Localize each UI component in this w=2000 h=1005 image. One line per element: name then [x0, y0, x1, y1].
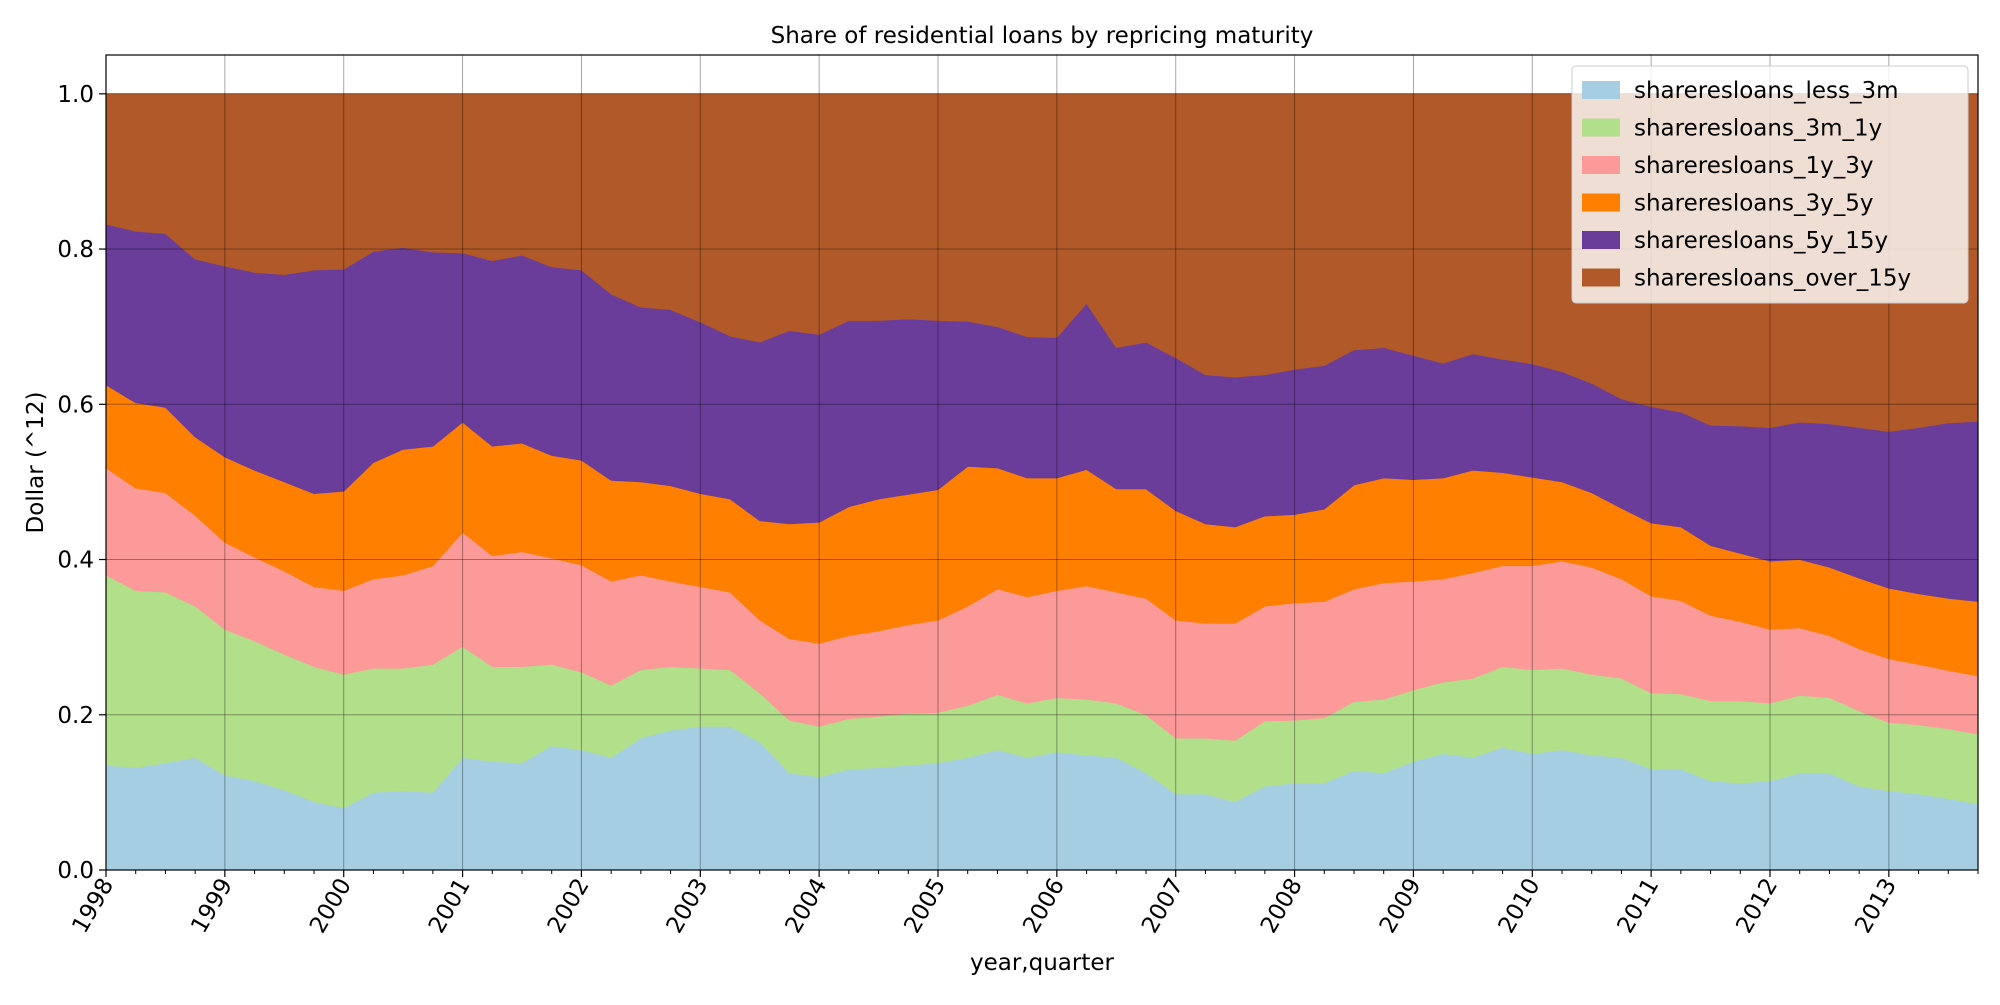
x-tick-label: 2006	[1018, 874, 1070, 938]
legend-swatch	[1582, 81, 1620, 99]
x-tick-label: 2007	[1137, 874, 1189, 938]
legend: shareresloans_less_3m shareresloans_3m_1y…	[1571, 65, 1969, 304]
chart-title: Share of residential loans by repricing …	[771, 23, 1314, 49]
y-tick-label: 0.4	[57, 548, 94, 574]
x-tick-label: 2009	[1375, 874, 1427, 938]
x-tick-label: 2013	[1850, 874, 1902, 938]
legend-label: shareresloans_over_15y	[1634, 266, 1911, 292]
x-tick-label: 2011	[1613, 874, 1665, 938]
legend-label: shareresloans_3m_1y	[1634, 116, 1882, 142]
legend-label: shareresloans_1y_3y	[1634, 153, 1873, 179]
legend-swatch	[1582, 156, 1620, 174]
legend-swatch	[1582, 118, 1620, 137]
legend-swatch	[1582, 193, 1620, 212]
x-tick-label: 2008	[1256, 874, 1308, 938]
x-axis-label: year,quarter	[970, 950, 1115, 976]
x-tick-label: 2005	[899, 874, 951, 938]
legend-label: shareresloans_5y_15y	[1634, 228, 1888, 254]
y-tick-label: 1.0	[57, 82, 94, 108]
x-tick-label: 2000	[305, 874, 357, 938]
x-tick-label: 2002	[543, 874, 595, 938]
legend-label: shareresloans_3y_5y	[1634, 191, 1873, 217]
y-tick-label: 0.2	[57, 703, 94, 729]
x-tick-label: 2004	[781, 874, 833, 938]
legend-swatch	[1582, 268, 1620, 287]
x-tick-label: 2012	[1731, 874, 1783, 938]
x-tick-label: 2003	[662, 874, 714, 938]
x-tick-label: 2010	[1494, 874, 1546, 938]
x-tick-label: 2001	[424, 874, 476, 938]
legend-box	[1571, 65, 1969, 304]
x-tick-label: 1999	[186, 874, 238, 938]
y-tick-label: 0.6	[57, 392, 94, 418]
legend-swatch	[1582, 231, 1620, 249]
legend-label: shareresloans_less_3m	[1634, 78, 1899, 104]
y-tick-label: 0.0	[57, 858, 94, 884]
plot-frame	[105, 54, 1979, 871]
y-axis-label: Dollar (^12)	[23, 392, 49, 534]
y-tick-label: 0.8	[57, 237, 94, 263]
